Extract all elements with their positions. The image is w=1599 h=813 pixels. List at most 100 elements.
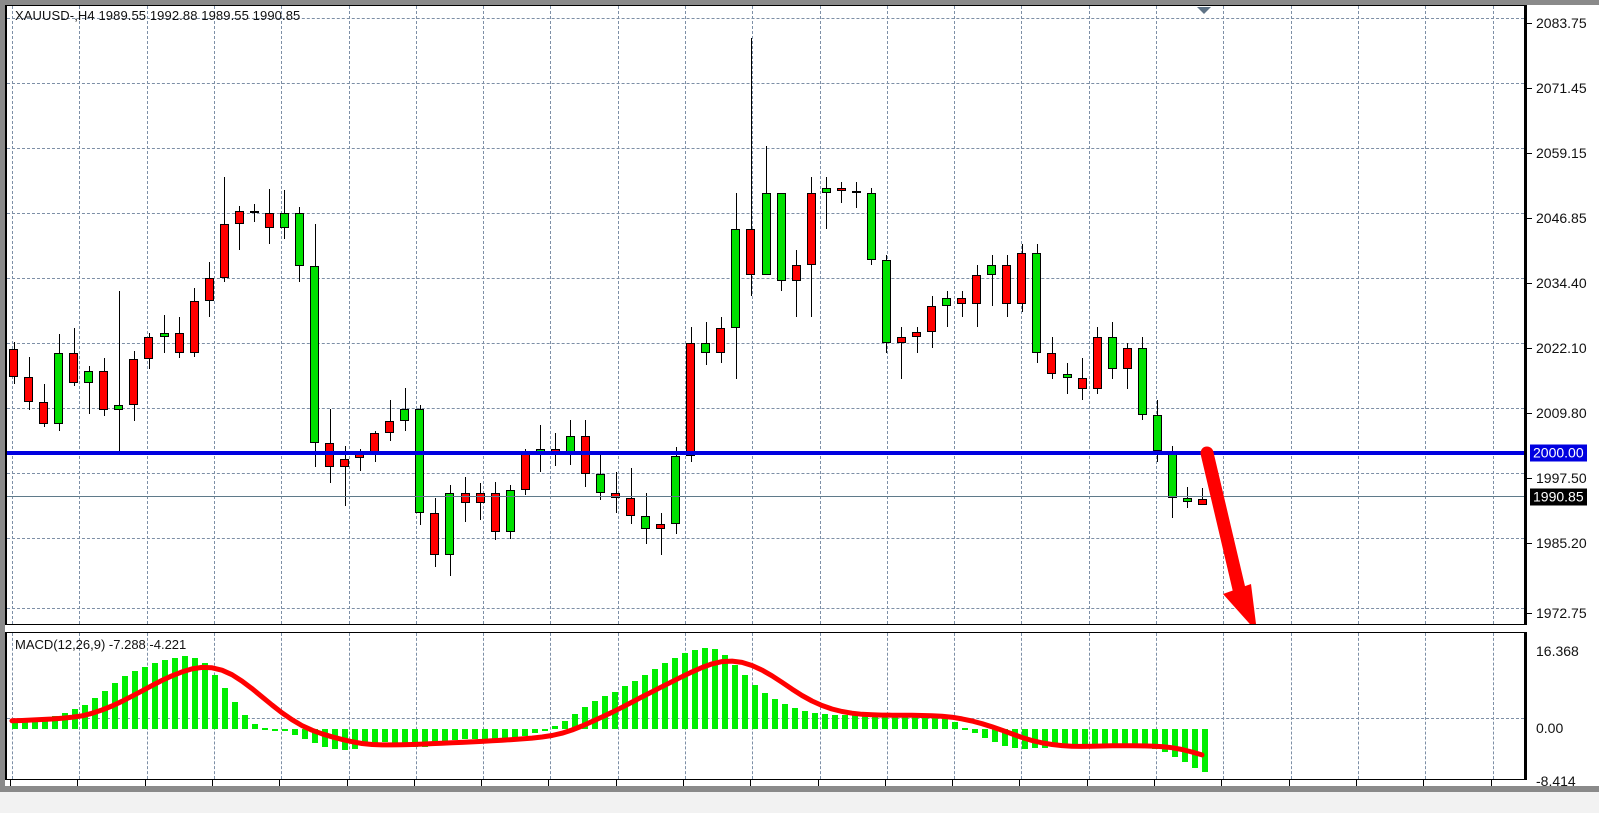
histogram-bar: [532, 729, 538, 733]
candle-wick: [616, 471, 617, 514]
candle-body: [114, 404, 123, 410]
histogram-bar: [482, 729, 488, 741]
grid-line-vertical: [887, 633, 888, 779]
histogram-bar: [162, 659, 168, 730]
histogram-bar: [1132, 729, 1138, 748]
candle-body: [927, 306, 936, 333]
histogram-bar: [432, 729, 438, 745]
grid-line-vertical: [1425, 633, 1426, 779]
histogram-bar: [1202, 729, 1208, 773]
histogram-bar: [422, 729, 428, 747]
grid-line-vertical: [416, 6, 417, 624]
histogram-bar: [232, 702, 238, 730]
candle-wick: [826, 177, 827, 229]
grid-line-vertical: [12, 6, 13, 624]
candle-body: [1078, 377, 1087, 390]
current-price-badge[interactable]: 1990.85: [1530, 488, 1587, 506]
candle-body: [39, 401, 48, 425]
axis-tick: [1525, 218, 1532, 219]
histogram-bar: [222, 688, 228, 730]
histogram-bar: [822, 714, 828, 730]
price-level-line-2000[interactable]: [7, 451, 1524, 455]
histogram-bar: [642, 675, 648, 730]
candle-wick: [1067, 363, 1068, 395]
histogram-bar: [1162, 729, 1168, 752]
price-scale[interactable]: 2083.75 2071.45 2059.15 2046.85 2034.40 2022.…: [1525, 5, 1599, 789]
histogram-bar: [712, 649, 718, 730]
grid-line-vertical: [820, 6, 821, 624]
candle-wick: [992, 254, 993, 307]
histogram-bar: [632, 680, 638, 730]
histogram-bar: [142, 666, 148, 730]
histogram-bar: [272, 728, 278, 731]
candle-body: [1183, 497, 1192, 502]
bearish-arrow-annotation: [1200, 446, 1256, 624]
price-axis-tick-label: 1985.20: [1536, 535, 1587, 551]
candle-body: [1002, 265, 1011, 305]
histogram-bar: [212, 674, 218, 730]
candle-body: [912, 332, 921, 338]
axis-tick: [145, 780, 146, 786]
histogram-bar: [22, 719, 28, 730]
candle-body: [280, 213, 289, 228]
candle-body: [837, 187, 846, 191]
histogram-bar: [842, 714, 848, 730]
candle-body: [1093, 337, 1102, 390]
candle-body: [611, 492, 620, 498]
chevron-down-icon[interactable]: [1197, 7, 1211, 14]
price-axis-tick-label: 1997.50: [1536, 470, 1587, 486]
candle-wick: [239, 206, 240, 250]
histogram-bar: [472, 729, 478, 740]
candle-body: [1032, 252, 1041, 353]
candle-body: [24, 376, 33, 402]
candle-body: [596, 474, 605, 493]
histogram-bar: [572, 714, 578, 730]
histogram-bar: [372, 729, 378, 744]
histogram-bar: [292, 729, 298, 735]
grid-line-horizontal: [7, 18, 1524, 19]
grid-line-vertical: [1291, 633, 1292, 779]
macd-indicator-panel[interactable]: MACD(12,26,9) -7.288 -4.221: [5, 632, 1525, 780]
histogram-bar: [312, 729, 318, 743]
candle-body: [430, 513, 439, 555]
histogram-bar: [562, 720, 568, 730]
grid-line-vertical: [483, 6, 484, 624]
histogram-bar: [552, 725, 558, 730]
candle-wick: [360, 449, 361, 471]
histogram-bar: [742, 675, 748, 730]
axis-tick: [885, 780, 886, 786]
grid-line-vertical: [550, 633, 551, 779]
candle-body: [731, 228, 740, 329]
price-axis-tick-label: 2022.10: [1536, 340, 1587, 356]
histogram-bar: [242, 715, 248, 730]
candle-body: [746, 228, 755, 276]
candle-body: [476, 492, 485, 503]
axis-tick: [1221, 780, 1222, 786]
grid-line-vertical: [1021, 633, 1022, 779]
histogram-bar: [702, 648, 708, 730]
candle-wick: [345, 446, 346, 507]
axis-tick: [414, 780, 415, 786]
candle-body: [144, 337, 153, 360]
histogram-bar: [492, 729, 498, 742]
axis-tick: [548, 780, 549, 786]
candle-body: [175, 332, 184, 353]
macd-axis-tick-label: 16.368: [1536, 643, 1579, 659]
grid-line-vertical: [483, 633, 484, 779]
grid-line-vertical: [1358, 633, 1359, 779]
axis-tick: [10, 780, 11, 786]
price-level-badge[interactable]: 2000.00: [1530, 444, 1587, 462]
histogram-bar: [1192, 729, 1198, 769]
axis-tick: [750, 780, 751, 786]
candle-body: [205, 277, 214, 302]
candle-wick: [119, 290, 120, 454]
candle-wick: [796, 249, 797, 317]
time-axis-ticks: [5, 780, 1525, 786]
macd-axis-tick-label: -8.414: [1536, 773, 1576, 789]
histogram-bar: [672, 657, 678, 730]
price-chart-panel[interactable]: XAUUSD-,H4 1989.55 1992.88 1989.55 1990.…: [5, 5, 1525, 625]
candle-body: [400, 408, 409, 422]
grid-line-vertical: [79, 6, 80, 624]
histogram-bar: [832, 714, 838, 730]
candle-body: [762, 192, 771, 276]
